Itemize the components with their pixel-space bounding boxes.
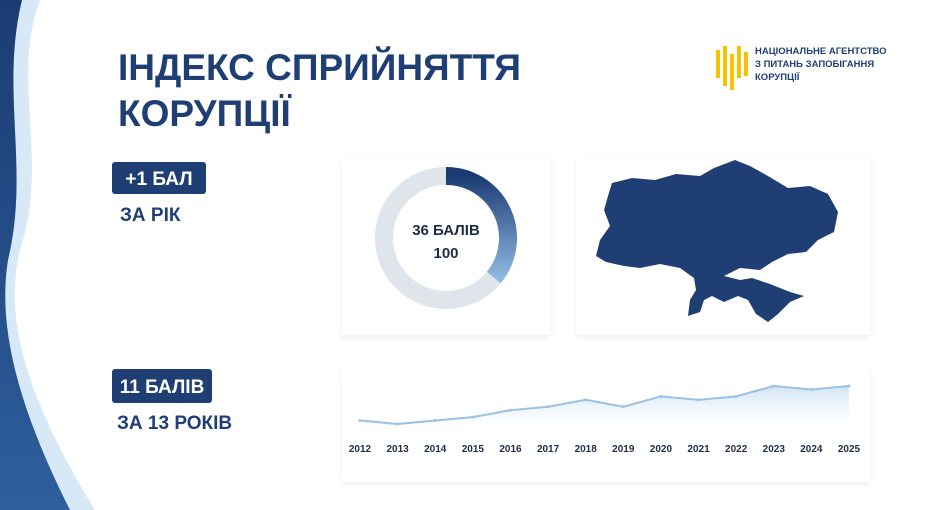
logo: НАЦІОНАЛЬНЕ АГЕНТСТВО З ПИТАНЬ ЗАПОБІГАН… (716, 46, 887, 90)
line-point (621, 405, 625, 409)
line-point (847, 384, 851, 388)
line-point (772, 384, 776, 388)
x-tick-label: 2014 (424, 444, 447, 455)
badge (112, 369, 212, 403)
badge (112, 162, 206, 194)
logo-bar (730, 54, 734, 90)
wave-light (0, 0, 95, 510)
line-point (659, 394, 663, 398)
x-tick-label: 2019 (612, 444, 635, 455)
line-point (508, 408, 512, 412)
x-tick-label: 2023 (763, 444, 786, 455)
logo-text: КОРУПЦІЇ (755, 72, 800, 83)
donut-total: 100 (433, 245, 458, 262)
line-point (471, 415, 475, 419)
logo-bar (744, 52, 748, 76)
wave-dark (0, 0, 70, 510)
logo-text: НАЦІОНАЛЬНЕ АГЕНТСТВО (755, 46, 887, 57)
caption: ЗА 13 РОКІВ (117, 413, 232, 434)
x-tick-label: 2022 (725, 444, 748, 455)
x-tick-label: 2017 (537, 444, 560, 455)
badge-text: 11 БАЛІВ (120, 377, 205, 398)
badge-text: +1 БАЛ (125, 169, 192, 190)
line-point (697, 398, 701, 402)
x-tick-label: 2020 (650, 444, 673, 455)
logo-bar (716, 50, 720, 78)
x-tick-label: 2025 (838, 444, 861, 455)
line-area (360, 386, 849, 436)
x-tick-label: 2012 (349, 444, 372, 455)
x-tick-label: 2021 (687, 444, 710, 455)
line-point (433, 419, 437, 423)
map-ukraine (596, 160, 838, 322)
line-point (358, 419, 362, 423)
donut-label: 36 БАЛІВ (412, 222, 480, 239)
donut-arc (445, 167, 517, 284)
caption: ЗА РІК (120, 205, 181, 226)
x-tick-label: 2024 (800, 444, 823, 455)
x-tick-label: 2016 (499, 444, 522, 455)
line-point (584, 398, 588, 402)
x-tick-label: 2013 (386, 444, 409, 455)
line-point (396, 422, 400, 426)
line-point (546, 405, 550, 409)
logo-bar (737, 46, 741, 78)
x-tick-label: 2015 (462, 444, 485, 455)
line (359, 384, 850, 426)
title-line: ІНДЕКС СПРИЙНЯТТЯ (118, 46, 521, 88)
title-line: КОРУПЦІЇ (118, 93, 291, 134)
line-point (809, 387, 813, 391)
logo-bar (723, 46, 727, 86)
line-point (734, 394, 738, 398)
x-tick-label: 2018 (575, 444, 598, 455)
logo-text: З ПИТАНЬ ЗАПОБІГАННЯ (755, 59, 874, 70)
